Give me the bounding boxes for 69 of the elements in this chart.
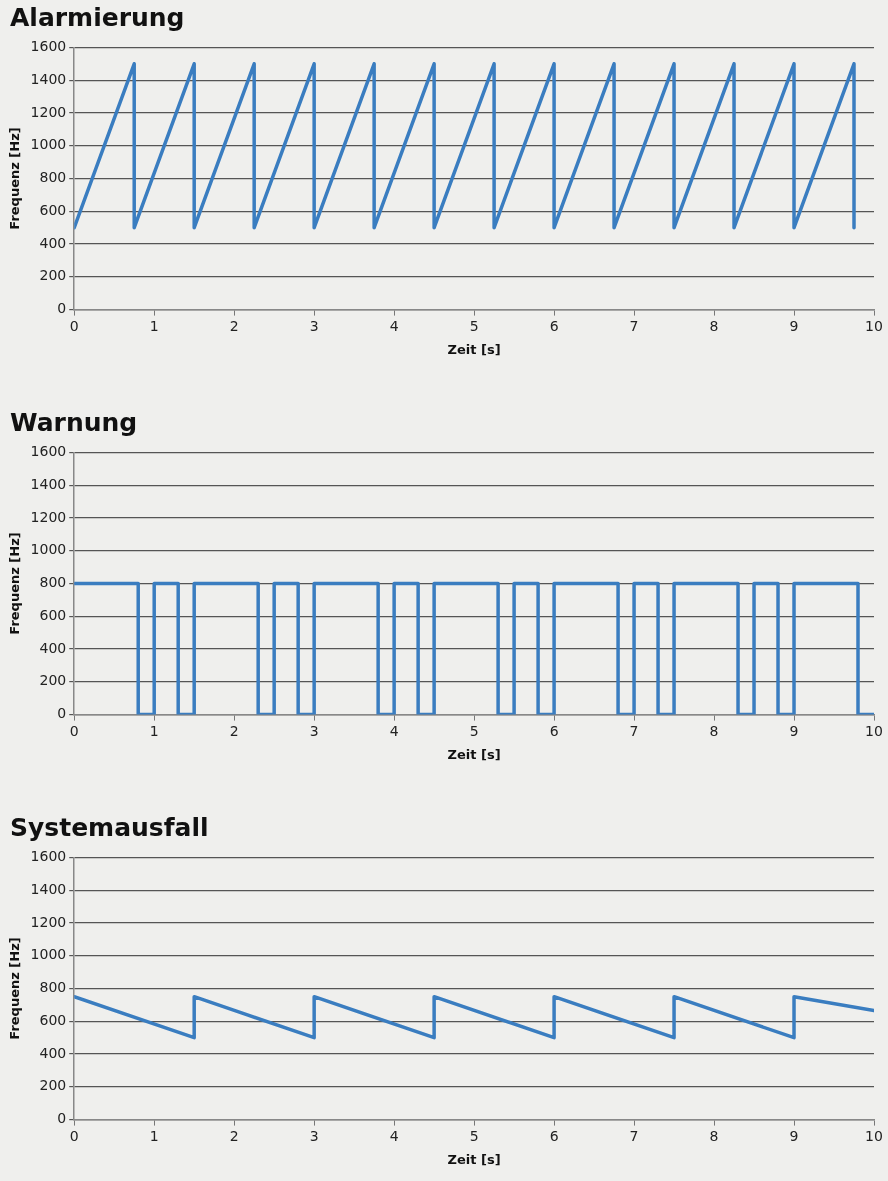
- y-tick-label: 0: [57, 300, 67, 317]
- x-tick-label: 6: [549, 722, 559, 739]
- x-tick-label: 7: [629, 1127, 639, 1144]
- y-tick-label: 1000: [30, 541, 67, 558]
- y-tick-label: 200: [39, 1077, 67, 1094]
- chart-title: Systemausfall: [10, 812, 210, 844]
- x-tick-label: 6: [549, 1127, 559, 1144]
- y-tick-label: 800: [39, 169, 67, 186]
- y-tick-label: 800: [39, 979, 67, 996]
- y-tick-label: 400: [39, 1044, 67, 1061]
- x-tick-label: 3: [309, 722, 319, 739]
- y-tick-label: 1600: [30, 38, 67, 55]
- x-tick-label: 10: [865, 317, 883, 334]
- x-tick-label: 8: [709, 317, 719, 334]
- y-tick-label: 1400: [30, 70, 67, 87]
- y-tick-label: 200: [39, 672, 67, 689]
- x-tick-label: 7: [629, 722, 639, 739]
- y-axis-title: Frequenz [Hz]: [7, 127, 23, 230]
- x-tick-label: 2: [229, 722, 239, 739]
- x-tick-label: 4: [389, 1127, 399, 1144]
- x-axis-title: Zeit [s]: [447, 1151, 501, 1167]
- x-tick-label: 4: [389, 317, 399, 334]
- x-tick-label: 10: [865, 722, 883, 739]
- y-tick-label: 1200: [30, 508, 67, 525]
- y-tick-label: 1600: [30, 848, 67, 865]
- x-axis-title: Zeit [s]: [447, 341, 501, 357]
- y-tick-label: 1000: [30, 136, 67, 153]
- y-tick-label: 600: [39, 606, 67, 623]
- x-tick-label: 5: [469, 317, 479, 334]
- chart-title: Alarmierung: [10, 2, 186, 34]
- x-axis-title: Zeit [s]: [447, 746, 501, 762]
- y-tick-label: 600: [39, 1011, 67, 1028]
- x-tick-label: 1: [149, 317, 159, 334]
- x-tick-label: 5: [469, 722, 479, 739]
- x-tick-label: 2: [229, 317, 239, 334]
- y-tick-label: 1200: [30, 103, 67, 120]
- x-tick-label: 6: [549, 317, 559, 334]
- chart-title: Warnung: [10, 407, 139, 439]
- x-tick-label: 9: [789, 1127, 799, 1144]
- x-tick-label: 10: [865, 1127, 883, 1144]
- y-tick-label: 800: [39, 574, 67, 591]
- y-tick-label: 1600: [30, 443, 67, 460]
- x-tick-label: 0: [69, 1127, 79, 1144]
- x-tick-label: 3: [309, 317, 319, 334]
- x-tick-label: 7: [629, 317, 639, 334]
- y-tick-label: 0: [57, 1110, 67, 1127]
- x-tick-label: 8: [709, 722, 719, 739]
- x-tick-label: 0: [69, 317, 79, 334]
- y-tick-label: 400: [39, 234, 67, 251]
- x-tick-label: 5: [469, 1127, 479, 1144]
- x-tick-label: 3: [309, 1127, 319, 1144]
- y-axis-title: Frequenz [Hz]: [7, 937, 23, 1040]
- x-tick-label: 9: [789, 722, 799, 739]
- x-tick-label: 8: [709, 1127, 719, 1144]
- x-tick-label: 1: [149, 722, 159, 739]
- x-tick-label: 1: [149, 1127, 159, 1144]
- y-tick-label: 600: [39, 201, 67, 218]
- y-tick-label: 1400: [30, 880, 67, 897]
- x-tick-label: 4: [389, 722, 399, 739]
- y-tick-label: 200: [39, 267, 67, 284]
- y-tick-label: 1000: [30, 946, 67, 963]
- y-axis-title: Frequenz [Hz]: [7, 532, 23, 635]
- y-tick-label: 0: [57, 705, 67, 722]
- y-tick-label: 1200: [30, 913, 67, 930]
- x-tick-label: 0: [69, 722, 79, 739]
- y-tick-label: 400: [39, 639, 67, 656]
- y-tick-label: 1400: [30, 475, 67, 492]
- x-tick-label: 2: [229, 1127, 239, 1144]
- x-tick-label: 9: [789, 317, 799, 334]
